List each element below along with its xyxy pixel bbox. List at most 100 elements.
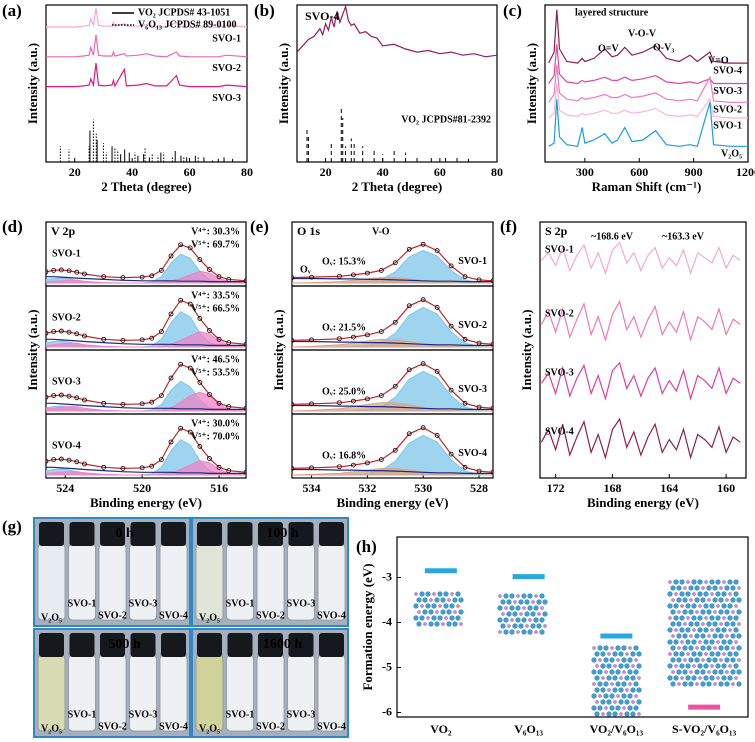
atom	[713, 610, 717, 614]
atom	[703, 627, 709, 633]
peak-annotation: V⁵⁺: 69.7%	[191, 239, 240, 250]
atom	[500, 623, 506, 629]
data-point	[120, 337, 126, 343]
sample-label: SVO-2	[256, 610, 285, 621]
fit-line	[46, 338, 246, 346]
atom	[677, 646, 681, 650]
atom	[728, 592, 732, 596]
atom	[456, 604, 460, 608]
atom	[612, 675, 618, 681]
vial-glass	[98, 654, 127, 732]
atom	[689, 634, 693, 638]
atom	[606, 711, 612, 717]
atom	[598, 658, 602, 662]
atom	[736, 645, 742, 651]
vial-cap	[161, 633, 186, 657]
atom	[700, 609, 706, 615]
atom	[689, 670, 693, 674]
data-point	[448, 387, 454, 393]
atom	[715, 627, 721, 633]
atom	[733, 579, 739, 585]
atom	[414, 592, 418, 596]
series-label: SVO-4	[713, 65, 742, 76]
sample-label: SVO-1	[52, 248, 81, 259]
data-point	[216, 274, 222, 280]
atom	[446, 609, 452, 615]
atom	[512, 611, 518, 617]
data-point	[207, 392, 212, 397]
atom	[509, 629, 515, 635]
atom	[680, 640, 684, 644]
data-point	[406, 303, 412, 309]
atom	[592, 646, 596, 650]
atom	[704, 580, 708, 584]
sample-label: SVO-4	[52, 440, 81, 451]
sample-label: SVO-2	[256, 721, 285, 732]
sample-label: V₂O₅	[199, 612, 220, 623]
spectrum-line	[540, 361, 741, 401]
atom	[673, 615, 679, 621]
atom	[458, 609, 464, 615]
atom	[700, 597, 706, 603]
spectrum-line	[548, 44, 748, 85]
sample-label: SVO-3	[287, 598, 316, 609]
atom	[458, 597, 464, 603]
data-point	[476, 277, 482, 283]
vial-cap	[100, 633, 125, 657]
data-point	[216, 336, 222, 342]
atom	[695, 610, 699, 614]
atom	[692, 592, 696, 596]
plot-area	[46, 425, 246, 476]
atom	[597, 681, 603, 687]
atom	[688, 645, 694, 651]
data-point	[216, 464, 222, 470]
atom	[667, 603, 673, 609]
data-point	[139, 337, 145, 343]
atom	[728, 628, 732, 632]
atom	[733, 615, 739, 621]
data-point	[207, 267, 212, 272]
atom	[625, 688, 629, 692]
atom	[674, 628, 678, 632]
atom	[420, 604, 424, 608]
atom	[709, 579, 715, 585]
atom	[537, 612, 541, 616]
atom	[688, 621, 694, 627]
atom	[682, 669, 688, 675]
atom	[597, 645, 603, 651]
sample-label: SVO-1	[68, 709, 97, 720]
atom	[591, 669, 597, 675]
fit-line	[46, 402, 246, 410]
atom	[530, 611, 536, 617]
series-label: SVO-2	[545, 309, 574, 320]
atom	[670, 645, 676, 651]
atom	[682, 681, 688, 687]
atom	[710, 664, 714, 668]
atom	[725, 634, 729, 638]
atom	[721, 603, 727, 609]
y-tick-label: -6	[382, 704, 392, 718]
atom	[679, 651, 685, 657]
atom	[737, 658, 741, 662]
atom	[625, 652, 629, 656]
atom	[603, 657, 609, 663]
data-point	[476, 468, 482, 474]
plot-area	[292, 297, 493, 348]
data-point	[101, 464, 107, 470]
data-point	[46, 330, 49, 336]
data-point	[434, 368, 440, 374]
atom	[615, 645, 621, 651]
atom	[540, 606, 544, 610]
plot-area	[292, 361, 493, 412]
atom	[724, 621, 730, 627]
atom	[527, 605, 533, 611]
atom	[613, 700, 617, 704]
atom	[591, 693, 597, 699]
spectrum-line	[540, 299, 741, 343]
plot-area	[46, 361, 246, 412]
atom	[688, 585, 694, 591]
vial-glass	[195, 543, 224, 621]
series-label: SVO-3	[212, 93, 241, 104]
atom	[679, 591, 685, 597]
atom	[674, 592, 678, 596]
